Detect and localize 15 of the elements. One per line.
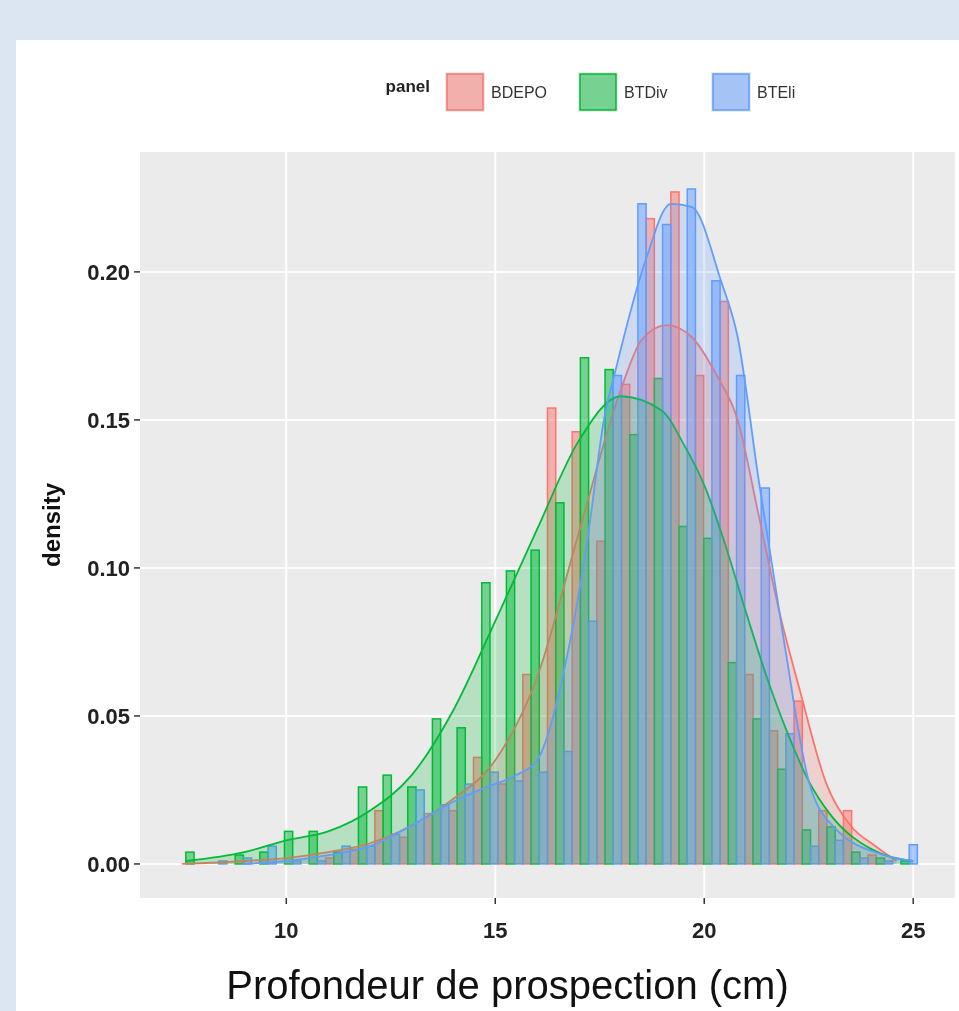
y-tick-label: 0.10	[87, 555, 130, 581]
legend-label: BDEPO	[491, 83, 548, 101]
y-tick-label: 0.00	[87, 851, 130, 877]
legend-label: BTDiv	[624, 83, 668, 101]
x-tick-label: 25	[900, 918, 926, 943]
x-tick-label: 20	[691, 918, 717, 943]
x-tick-label: 10	[274, 918, 299, 943]
y-tick-label: 0.05	[87, 703, 130, 729]
legend-label: BTEli	[757, 83, 796, 101]
x-axis-title: Profondeur de prospection (cm)	[226, 963, 789, 1007]
legend-title: panel	[385, 77, 430, 96]
y-tick-label: 0.15	[87, 407, 130, 433]
y-tick-label: 0.20	[87, 259, 130, 285]
x-tick-label: 15	[483, 918, 508, 943]
y-axis-title: density	[38, 482, 65, 568]
